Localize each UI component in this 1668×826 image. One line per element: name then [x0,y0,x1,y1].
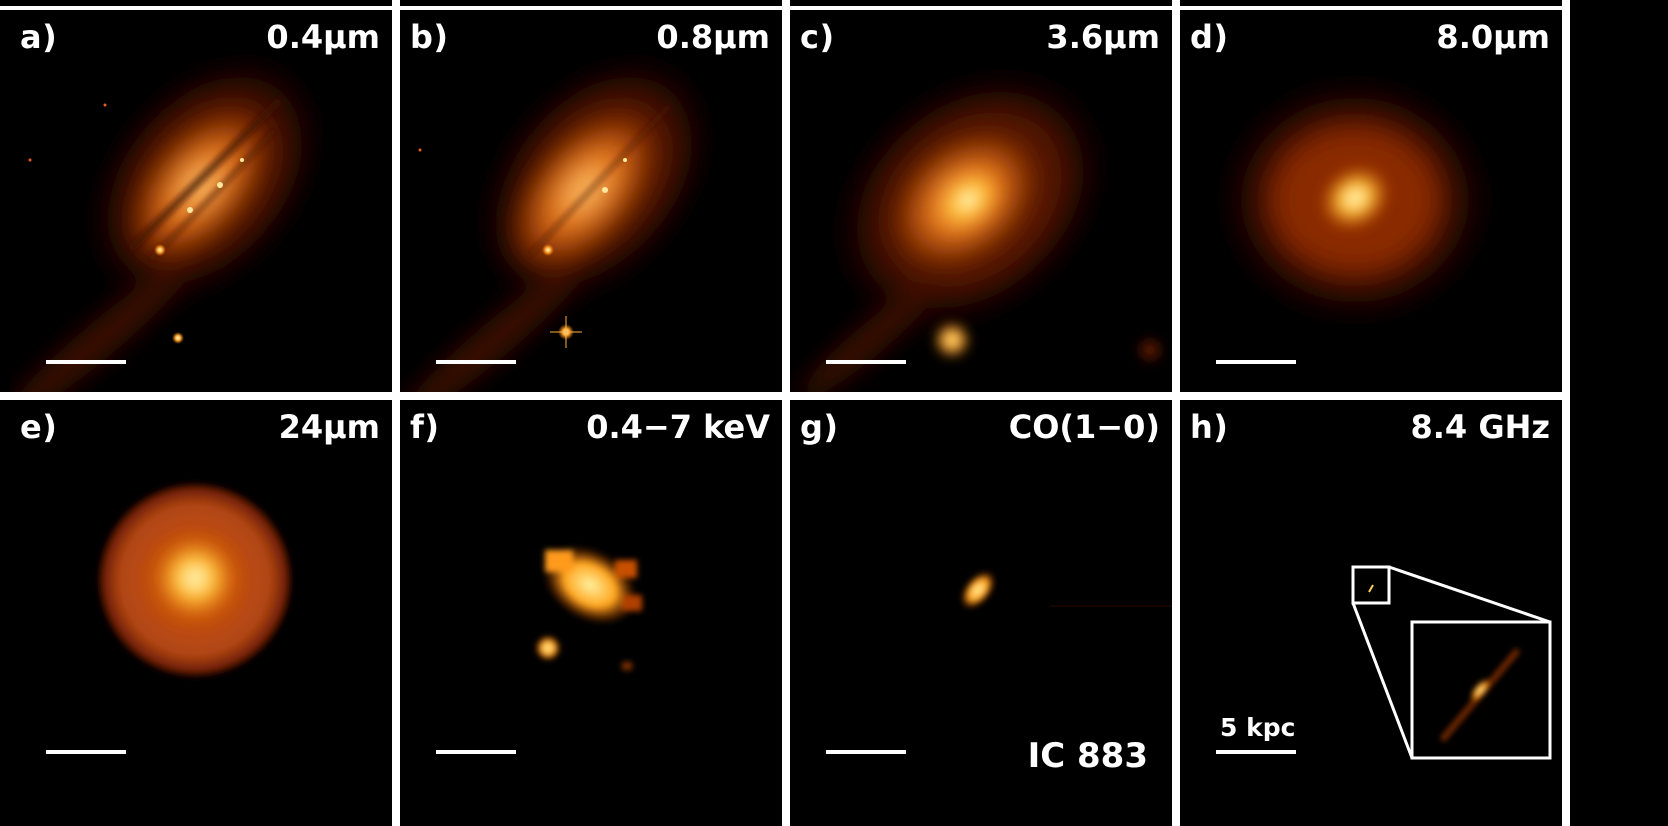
panel-a-image [10,48,329,392]
scale-bar [46,750,126,754]
scale-bar [1216,360,1296,364]
scale-bar [436,360,516,364]
panel-letter: c) [800,18,835,56]
divider-vertical [782,0,790,826]
zoom-box-small [1351,565,1391,605]
scale-bar [826,750,906,754]
scale-bar [46,360,126,364]
scale-bar-label: 5 kpc [1220,713,1296,742]
panel-c: c) 3.6μm [790,10,1172,392]
divider-vertical [1172,0,1180,826]
divider-vertical [392,0,400,826]
panel-f-image [535,545,642,670]
panel-b: b) 0.8μm [400,10,782,392]
scale-bar [826,360,906,364]
band-label: 8.4 GHz [1410,408,1551,446]
panel-letter: a) [20,18,58,56]
scale-bar [436,750,516,754]
panel-letter: g) [800,408,839,446]
band-label: 24μm [278,408,380,446]
panel-letter: b) [410,18,449,56]
panel-g: g) CO(1−0) IC 883 [790,400,1172,782]
panel-letter: f) [410,408,440,446]
panel-letter: d) [1190,18,1229,56]
panel-g-image [960,571,1172,609]
divider-vertical [1562,0,1570,826]
band-label: 8.0μm [1436,18,1550,56]
target-name: IC 883 [1027,736,1148,776]
divider-horizontal [0,6,1570,10]
zoom-connector [1388,565,1551,624]
band-label: 3.6μm [1046,18,1160,56]
panel-b-image [402,48,719,392]
panel-letter: h) [1190,408,1229,446]
panel-e-image [95,480,295,680]
panel-d: d) 8.0μm [1180,10,1562,392]
band-label: 0.4−7 keV [586,408,770,446]
panel-d-image [1210,70,1500,330]
panel-f: f) 0.4−7 keV [400,400,782,782]
panel-c-image [800,62,1160,392]
band-label: 0.8μm [656,18,770,56]
scale-bar [1216,750,1296,754]
panel-letter: e) [20,408,58,446]
panel-e: e) 24μm [10,400,392,782]
panel-h: h) 8.4 GHz 5 kpc [1180,400,1562,782]
zoom-connector [1351,602,1414,759]
band-label: 0.4μm [266,18,380,56]
panel-h-image [1351,565,1552,760]
panel-a: a) 0.4μm [10,10,392,392]
band-label: CO(1−0) [1008,408,1160,446]
